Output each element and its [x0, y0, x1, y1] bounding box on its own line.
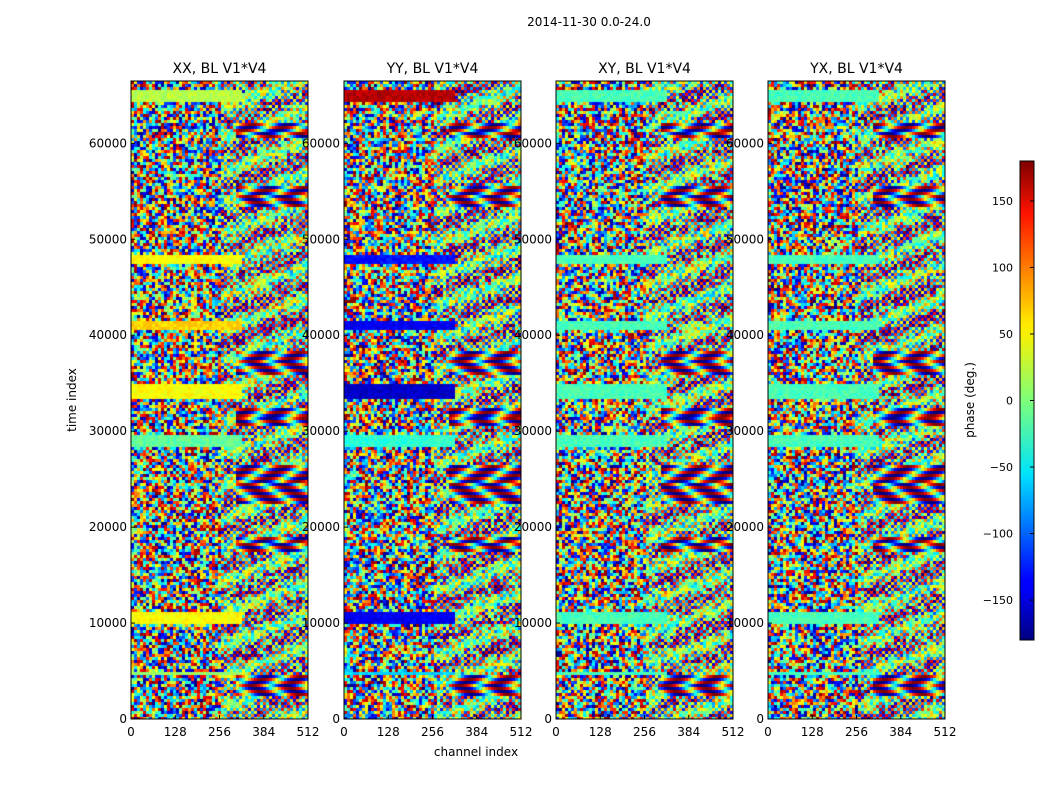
y-tick-label: 50000	[302, 232, 340, 246]
y-tick-label: 0	[544, 712, 552, 726]
y-tick-label: 60000	[89, 136, 127, 150]
y-tick-label: 50000	[89, 232, 127, 246]
x-tick-label: 512	[722, 725, 745, 739]
colorbar-tick-label: 0	[1006, 395, 1013, 408]
x-tick-label: 256	[633, 725, 656, 739]
y-tick-label: 0	[756, 712, 764, 726]
y-tick-label: 20000	[302, 520, 340, 534]
panel-title: YY, BL V1*V4	[386, 61, 479, 77]
y-tick-label: 40000	[302, 328, 340, 342]
colorbar-tick-label: 100	[992, 261, 1013, 274]
phase-heatmap	[768, 81, 945, 719]
y-tick-label: 20000	[514, 520, 552, 534]
colorbar-ticks: −150 −100 −50 0 50 100 150	[983, 195, 1034, 607]
y-tick-label: 30000	[302, 424, 340, 438]
phase-heatmap	[344, 81, 521, 719]
y-tick-label: 40000	[726, 328, 764, 342]
x-tick-label: 0	[340, 725, 348, 739]
x-tick-label: 384	[677, 725, 700, 739]
colorbar-tick-label: −50	[990, 461, 1013, 474]
y-tick-label: 40000	[89, 328, 127, 342]
x-tick-label: 256	[845, 725, 868, 739]
y-tick-label: 60000	[514, 136, 552, 150]
colorbar-tick-label: 150	[992, 195, 1013, 208]
heatmap-panels: XX, BL V1*V4 0 128 256 384 512 0 10000 20000 3000…	[89, 61, 957, 739]
y-tick-label: 60000	[726, 136, 764, 150]
x-tick-label: 512	[297, 725, 320, 739]
y-tick-label: 0	[332, 712, 340, 726]
panel-xx: XX, BL V1*V4 0 128 256 384 512 0 10000 20000 3000…	[89, 61, 320, 739]
phase-heatmap	[556, 81, 733, 719]
x-axis-label: channel index	[434, 745, 518, 759]
x-tick-label: 384	[252, 725, 275, 739]
x-tick-label: 512	[934, 725, 957, 739]
y-tick-label: 10000	[89, 616, 127, 630]
x-tick-label: 128	[164, 725, 187, 739]
colorbar-tick-label: 50	[999, 328, 1013, 341]
x-tick-label: 512	[510, 725, 533, 739]
colorbar-tick-label: −150	[983, 594, 1013, 607]
x-tick-label: 256	[421, 725, 444, 739]
panel-title: XX, BL V1*V4	[173, 61, 267, 77]
panel-yy: YY, BL V1*V4 0 128 256 384 512 0 10000 20000 3000…	[302, 61, 533, 739]
y-tick-label: 50000	[514, 232, 552, 246]
panel-title: YX, BL V1*V4	[809, 61, 903, 77]
y-tick-label: 50000	[726, 232, 764, 246]
y-tick-label: 30000	[726, 424, 764, 438]
y-tick-label: 40000	[514, 328, 552, 342]
colorbar-tick-label: −100	[983, 528, 1013, 541]
y-tick-label: 30000	[514, 424, 552, 438]
x-tick-label: 128	[801, 725, 824, 739]
y-tick-label: 10000	[726, 616, 764, 630]
x-tick-label: 0	[127, 725, 135, 739]
y-tick-label: 20000	[726, 520, 764, 534]
panel-title: XY, BL V1*V4	[598, 61, 691, 77]
x-tick-label: 384	[465, 725, 488, 739]
y-tick-label: 0	[119, 712, 127, 726]
colorbar: −150 −100 −50 0 50 100 150 phase (deg.)	[963, 160, 1035, 641]
y-tick-label: 60000	[302, 136, 340, 150]
x-tick-label: 128	[377, 725, 400, 739]
x-tick-label: 0	[552, 725, 560, 739]
phase-heatmap	[131, 81, 308, 719]
x-tick-label: 0	[764, 725, 772, 739]
panel-xy: XY, BL V1*V4 0 128 256 384 512 0 10000 20000 3000…	[514, 61, 745, 739]
figure-suptitle: 2014-11-30 0.0-24.0	[527, 15, 651, 29]
y-tick-label: 30000	[89, 424, 127, 438]
x-tick-label: 384	[889, 725, 912, 739]
x-tick-label: 256	[208, 725, 231, 739]
colorbar-label: phase (deg.)	[963, 362, 977, 438]
x-tick-label: 128	[589, 725, 612, 739]
y-axis-label: time index	[65, 368, 79, 432]
y-tick-label: 10000	[514, 616, 552, 630]
panel-yx: YX, BL V1*V4 0 128 256 384 512 0 10000 20000 3000…	[726, 61, 957, 739]
y-tick-label: 20000	[89, 520, 127, 534]
y-tick-label: 10000	[302, 616, 340, 630]
